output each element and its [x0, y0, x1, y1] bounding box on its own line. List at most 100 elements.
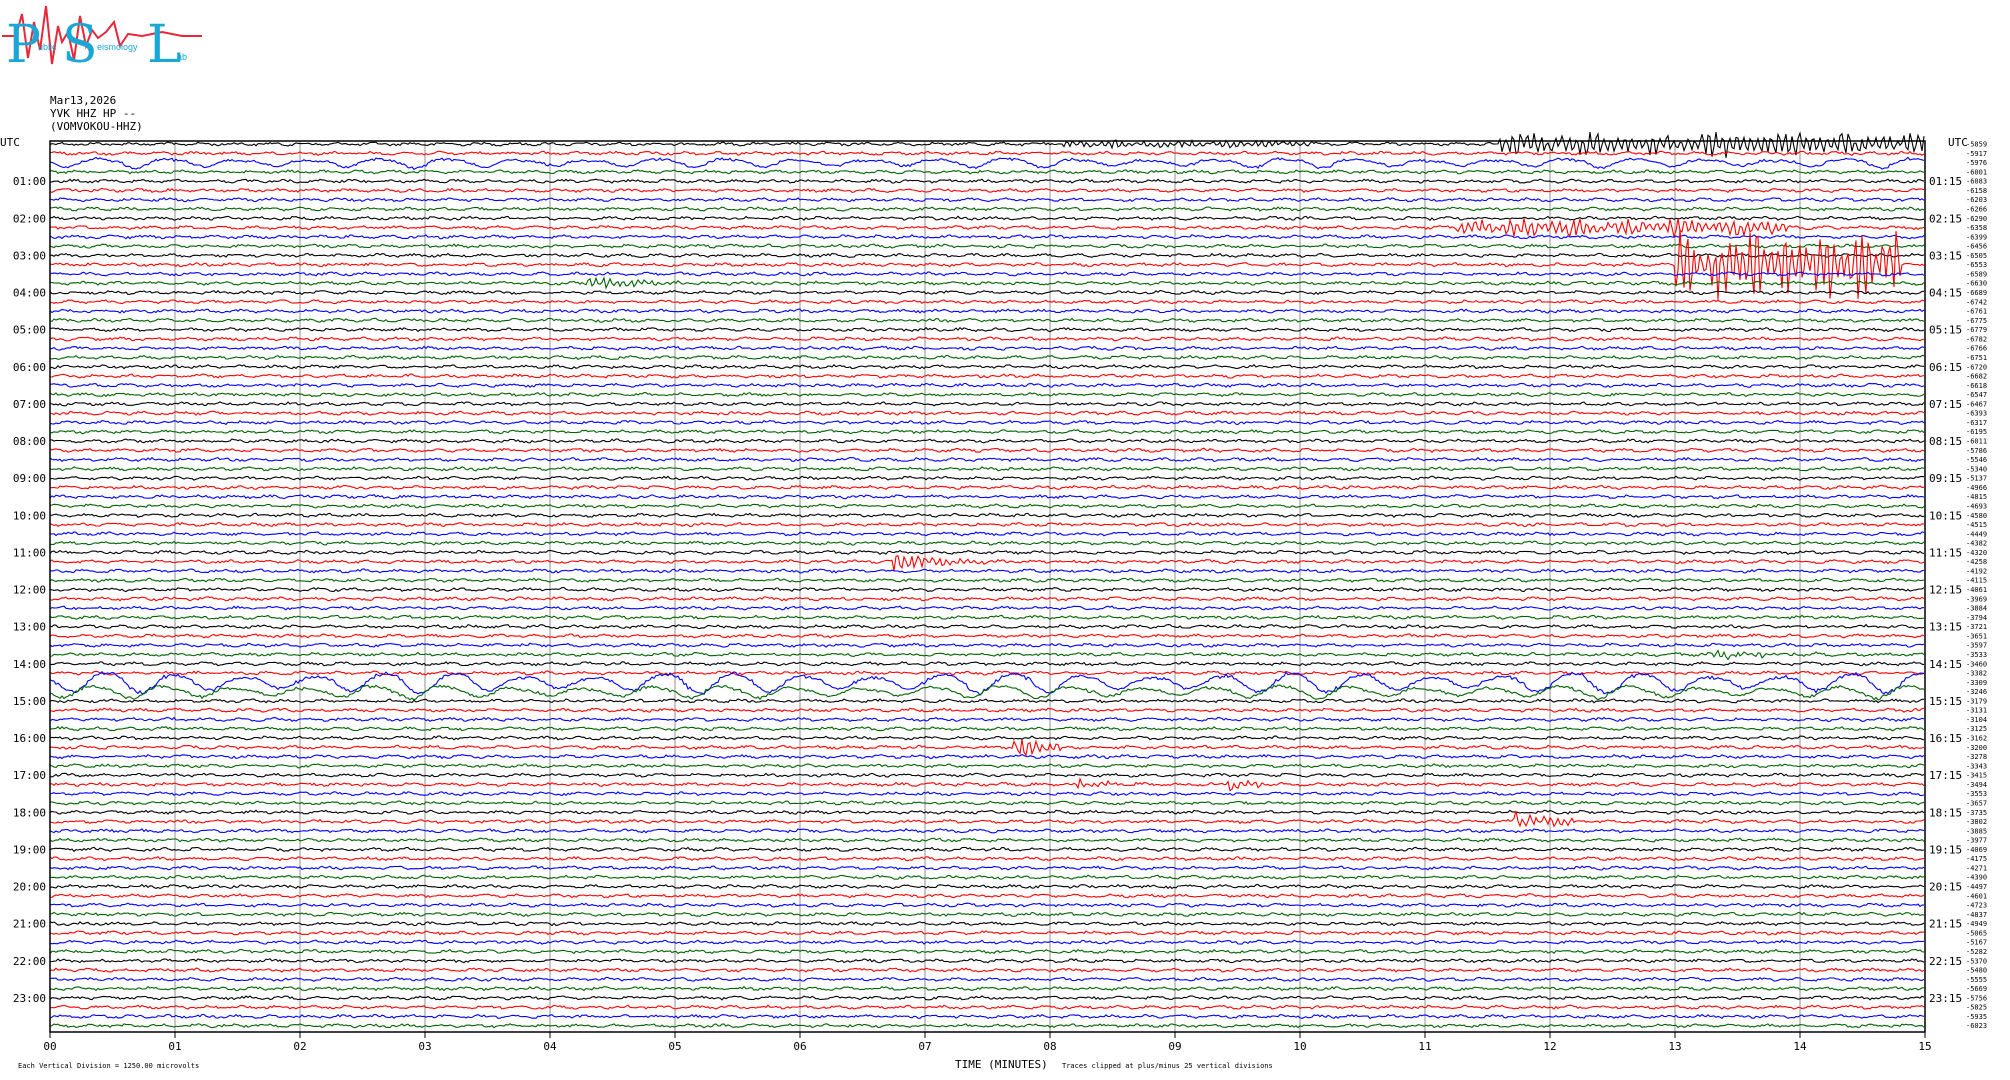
seismic-trace [49, 271, 1925, 277]
left-hour-label: 12:00 [13, 584, 46, 597]
trace-offset-label: -4258 [1966, 558, 1987, 566]
seismic-trace [49, 447, 1925, 453]
trace-offset-label: -6618 [1966, 382, 1987, 390]
seismic-trace [49, 596, 1925, 602]
trace-offset-label: -6001 [1966, 168, 1987, 176]
seismic-trace [49, 475, 1925, 481]
seismic-trace [49, 828, 1925, 834]
seismic-trace [49, 791, 1925, 797]
seismic-trace [49, 419, 1925, 426]
seismic-trace [49, 252, 1925, 259]
seismic-trace [49, 243, 1925, 249]
trace-offset-label: -3651 [1966, 632, 1987, 640]
seismic-trace [50, 484, 1925, 491]
trace-offset-label: -3382 [1966, 670, 1987, 678]
left-hour-label: 18:00 [13, 806, 46, 819]
seismic-trace [49, 985, 1925, 992]
trace-offset-label: -6317 [1966, 419, 1987, 427]
header-station: YVK HHZ HP -- [50, 107, 137, 120]
logo-letter-s: S [62, 15, 98, 75]
left-axis-title: UTC [0, 136, 20, 149]
trace-offset-label: -3597 [1966, 642, 1987, 650]
trace-offset-label: -5669 [1966, 985, 1987, 993]
trace-offset-label: -6456 [1966, 243, 1987, 251]
trace-offset-label: -6782 [1966, 335, 1987, 343]
left-utc-labels: 01:00 02:00 03:00 04:00 05:00 06:00 07:00 08:00… [13, 175, 46, 1005]
trace-offset-label: -4192 [1966, 567, 1987, 575]
right-hour-label: 21:15 [1929, 918, 1962, 931]
clip-note: Traces clipped at plus/minus 25 vertical… [1062, 1062, 1273, 1070]
trace-offset-label: -3553 [1966, 790, 1987, 798]
trace-offset-label: -3162 [1966, 735, 1987, 743]
right-hour-label: 04:15 [1929, 287, 1962, 300]
left-hour-label: 11:00 [13, 546, 46, 559]
seismic-trace [49, 1023, 1925, 1029]
logo-letter-l: L [147, 15, 182, 75]
psl-logo: P S L ublic eismology ab [2, 5, 202, 75]
seismic-trace [49, 810, 1925, 828]
trace-offset-label: -6393 [1966, 410, 1987, 418]
trace-offset-label: -5546 [1966, 456, 1987, 464]
trace-offset-label: -3104 [1966, 716, 1987, 724]
left-hour-label: 20:00 [13, 881, 46, 894]
logo-word-ab: ab [177, 52, 187, 62]
trace-offset-label: -6290 [1966, 215, 1987, 223]
trace-offset-label: -5786 [1966, 447, 1987, 455]
seismic-trace [49, 1004, 1925, 1010]
seismic-trace [49, 276, 1925, 290]
seismic-trace [49, 670, 1925, 676]
logo-letter-p: P [6, 15, 41, 75]
trace-offset-label: -5859 [1966, 141, 1987, 149]
seismic-trace [49, 512, 1925, 518]
seismic-trace [49, 156, 1925, 171]
trace-offset-label: -6195 [1966, 428, 1987, 436]
trace-offset-label: -3125 [1966, 725, 1987, 733]
seismic-trace [49, 494, 1925, 500]
trace-offset-label: -6158 [1966, 187, 1987, 195]
x-tick-label: 08 [1043, 1040, 1056, 1053]
trace-offset-label: -5480 [1966, 967, 1987, 975]
left-hour-label: 07:00 [13, 398, 46, 411]
trace-offset-label: -3460 [1966, 660, 1987, 668]
left-hour-label: 10:00 [13, 509, 46, 522]
seismic-trace [49, 410, 1925, 416]
header-date: Mar13,2026 [50, 94, 117, 107]
seismic-trace [49, 187, 1925, 194]
right-hour-label: 15:15 [1929, 695, 1962, 708]
x-tick-label: 12 [1543, 1040, 1556, 1053]
seismic-trace [50, 373, 1925, 379]
x-tick-label: 04 [543, 1040, 557, 1053]
seismic-trace [49, 605, 1924, 611]
seismic-trace [50, 623, 1925, 630]
left-hour-label: 14:00 [13, 658, 46, 671]
seismic-trace [49, 930, 1925, 936]
right-hour-label: 10:15 [1929, 509, 1962, 522]
trace-group [49, 131, 1925, 1029]
seismic-trace [49, 540, 1925, 546]
seismic-trace [49, 169, 1925, 175]
left-hour-label: 21:00 [13, 918, 46, 931]
trace-offset-label: -3794 [1966, 614, 1987, 622]
trace-offset-label: -3309 [1966, 679, 1987, 687]
seismic-trace [49, 354, 1925, 361]
seismic-trace [49, 661, 1925, 667]
left-hour-label: 09:00 [13, 472, 46, 485]
seismic-trace [49, 391, 1925, 398]
trace-offset-label: -4069 [1966, 846, 1987, 854]
left-hour-label: 08:00 [13, 435, 46, 448]
trace-offset-label: -4271 [1966, 864, 1987, 872]
seismic-trace [49, 772, 1925, 778]
seismic-trace [49, 855, 1925, 862]
right-hour-label: 17:15 [1929, 769, 1962, 782]
seismic-trace [49, 1013, 1925, 1020]
seismic-trace [49, 577, 1925, 583]
right-hour-label: 12:15 [1929, 584, 1962, 597]
seismic-trace [49, 614, 1925, 620]
x-tick-label: 10 [1293, 1040, 1306, 1053]
trace-offset-label: -4966 [1966, 484, 1987, 492]
trace-offset-label: -3657 [1966, 799, 1987, 807]
trace-offset-label: -4515 [1966, 521, 1987, 529]
trace-offset-label: -5935 [1966, 1013, 1987, 1021]
right-hour-label: 11:15 [1929, 546, 1962, 559]
x-axis-label: TIME (MINUTES) [955, 1058, 1048, 1071]
